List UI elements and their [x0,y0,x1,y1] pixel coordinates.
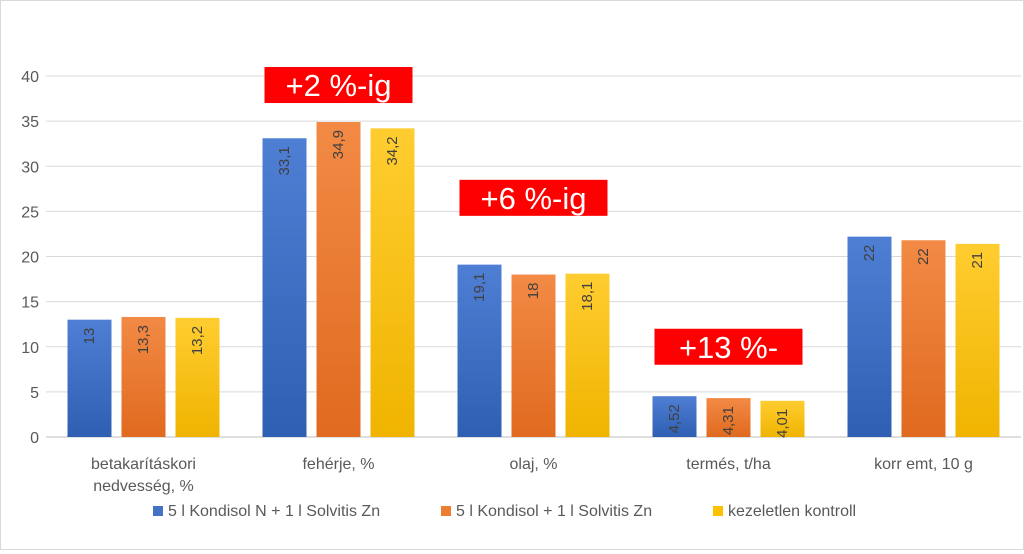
bar [121,316,166,437]
legend-label: 5 l Kondisol N + 1 l Solvitis Zn [168,503,380,520]
data-label: 4,31 [720,406,737,435]
data-label: 13,3 [135,325,152,354]
y-tick-label: 25 [21,204,39,221]
data-label: 33,1 [276,146,293,175]
x-axis: betakarításkori nedvesség, % fehérje, % ola… [91,456,973,495]
x-tick-label: fehérje, % [302,456,374,473]
y-tick-label: 30 [21,159,39,176]
annotation-box [264,67,413,104]
y-tick-label: 10 [21,340,39,357]
data-label: 4,52 [666,404,683,433]
bar [955,243,1000,437]
bar [706,398,751,437]
bar [370,128,415,437]
y-tick-label: 40 [21,69,39,86]
data-label: 22 [915,248,932,265]
legend-label: 5 l Kondisol + 1 l Solvitis Zn [456,503,652,520]
data-label: 34,2 [384,136,401,165]
annotation-box [654,328,803,365]
x-tick-label: korr emt, 10 g [874,456,973,473]
data-label: 19,1 [471,273,488,302]
data-label: 21 [969,252,986,269]
data-label: 4,01 [774,409,791,438]
bar [175,317,220,437]
y-tick-label: 5 [30,385,39,402]
annotations: +2 %-ig +6 %-ig +13 %- [264,67,803,365]
bar [262,138,307,437]
data-label: 13,2 [189,326,206,355]
annotation-callout: +13 %- [654,328,803,365]
annotation-text: +2 %-ig [286,68,392,103]
annotation-box [459,179,608,216]
bar [565,273,610,437]
data-label: 18 [525,283,542,300]
legend-label: kezeletlen kontroll [728,503,856,520]
x-tick-label: nedvesség, % [93,478,194,495]
legend-swatch [441,506,451,516]
bar [760,400,805,437]
annotation-text: +6 %-ig [481,181,587,216]
bar [901,240,946,437]
data-label: 18,1 [579,282,596,311]
y-tick-label: 20 [21,250,39,267]
annotation-text: +13 %- [679,330,778,365]
x-tick-label: betakarításkori [91,456,196,473]
bars: 13 33,1 19,1 4,52 22 13,3 34,9 18 4,31 22 13,2 34,2… [67,122,1000,438]
annotation-callout: +6 %-ig [459,179,608,216]
annotation-callout: +2 %-ig [264,67,413,104]
bar [847,236,892,437]
y-tick-label: 15 [21,295,39,312]
legend: 5 l Kondisol N + 1 l Solvitis Zn 5 l Kond… [153,503,856,520]
bar [511,274,556,437]
y-axis: 0 5 10 15 20 25 30 35 40 [21,69,39,447]
bar [67,319,112,437]
bar [652,396,697,437]
x-tick-label: termés, t/ha [686,456,771,473]
data-label: 22 [861,245,878,262]
y-tick-label: 0 [30,430,39,447]
y-tick-label: 35 [21,114,39,131]
bar [316,122,361,437]
x-tick-label: olaj, % [509,456,557,473]
legend-swatch [713,506,723,516]
data-label: 34,9 [330,130,347,159]
bar [457,264,502,437]
data-label: 13 [81,328,98,345]
legend-swatch [153,506,163,516]
